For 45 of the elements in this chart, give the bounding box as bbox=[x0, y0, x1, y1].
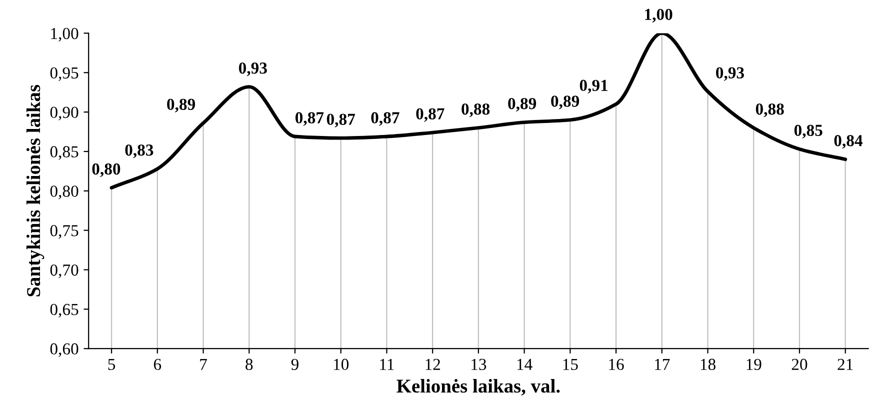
data-label: 0,87 bbox=[416, 108, 444, 122]
data-label: 0,88 bbox=[462, 103, 490, 118]
x-axis-title: Kelionės laikas, val. bbox=[396, 378, 560, 396]
y-tick-label: 0,85 bbox=[50, 146, 78, 160]
data-label: 0,89 bbox=[551, 96, 580, 110]
x-tick-label: 6 bbox=[154, 358, 162, 370]
x-tick-label: 20 bbox=[792, 358, 808, 370]
data-label: 0,87 bbox=[295, 112, 324, 126]
data-label: 0,91 bbox=[580, 80, 608, 94]
data-label: 0,83 bbox=[125, 144, 154, 158]
data-label: 0,80 bbox=[92, 163, 120, 178]
y-tick-label: 0,70 bbox=[50, 264, 78, 278]
x-tick-label: 18 bbox=[700, 358, 716, 370]
data-label: 0,93 bbox=[716, 67, 744, 81]
data-label: 0,89 bbox=[167, 98, 196, 112]
data-label: 0,93 bbox=[238, 62, 267, 76]
data-label: 0,87 bbox=[326, 114, 356, 128]
x-tick-label: 15 bbox=[563, 358, 578, 370]
y-tick-label: 0,60 bbox=[50, 343, 78, 357]
x-tick-label: 21 bbox=[838, 358, 853, 370]
data-label: 0,88 bbox=[756, 103, 784, 118]
y-tick-label: 0,95 bbox=[50, 67, 78, 81]
x-tick-label: 19 bbox=[746, 358, 762, 370]
data-label: 0,84 bbox=[834, 135, 863, 149]
y-axis-title: Santykinis kelionės laikas bbox=[26, 84, 44, 296]
x-tick-label: 12 bbox=[426, 358, 440, 370]
x-tick-label: 17 bbox=[655, 358, 670, 370]
data-label: 0,89 bbox=[508, 98, 536, 112]
x-tick-label: 11 bbox=[380, 358, 394, 370]
x-tick-label: 7 bbox=[200, 358, 207, 370]
y-tick-label: 1,00 bbox=[51, 28, 78, 42]
data-label: 1,00 bbox=[645, 8, 672, 23]
y-tick-label: 0,90 bbox=[50, 106, 78, 120]
x-tick-label: 13 bbox=[472, 358, 486, 370]
x-tick-label: 10 bbox=[334, 358, 349, 370]
y-tick-label: 0,80 bbox=[50, 186, 78, 200]
x-tick-label: 9 bbox=[291, 358, 298, 370]
y-tick-label: 0,75 bbox=[50, 225, 78, 239]
x-tick-label: 5 bbox=[108, 358, 116, 370]
data-label: 0,87 bbox=[371, 112, 400, 126]
data-label: 0,85 bbox=[794, 124, 822, 138]
y-tick-label: 0,65 bbox=[50, 304, 78, 318]
x-tick-label: 14 bbox=[517, 358, 532, 370]
x-tick-label: 8 bbox=[246, 358, 253, 370]
x-tick-label: 16 bbox=[609, 358, 624, 370]
